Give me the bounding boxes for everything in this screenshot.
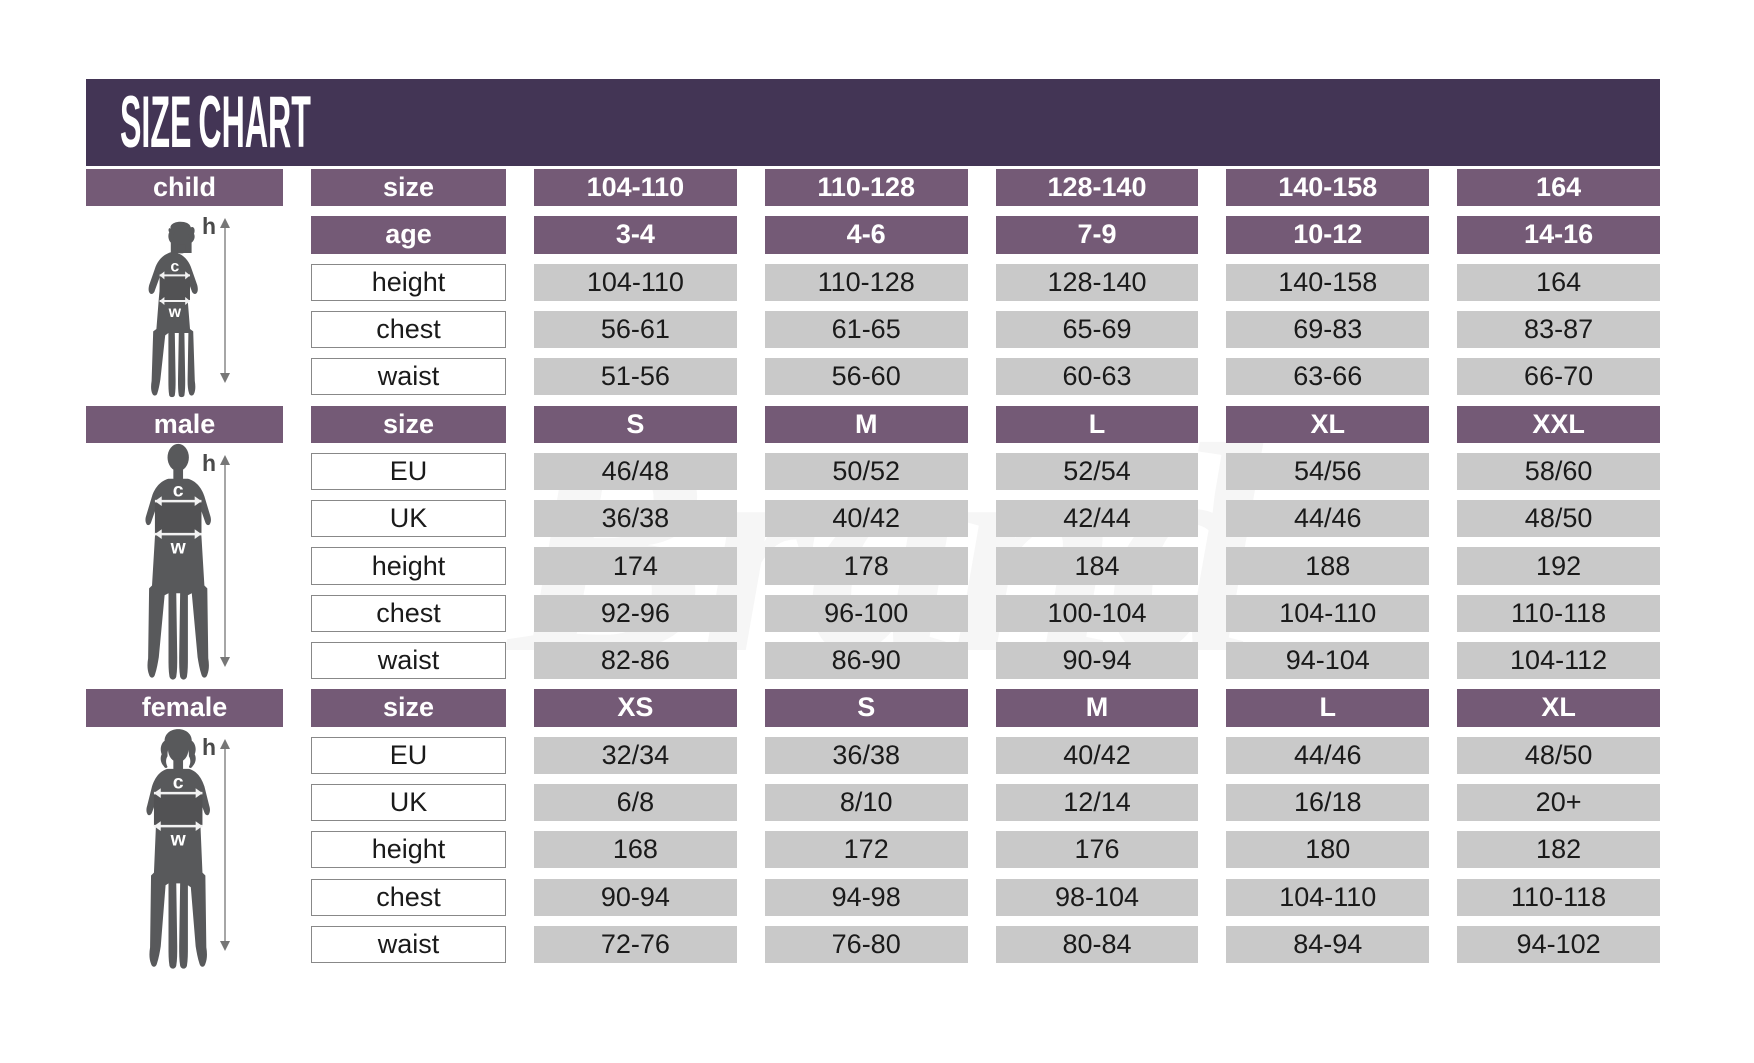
svg-text:w: w xyxy=(170,828,187,850)
svg-text:h: h xyxy=(202,734,216,760)
svg-text:w: w xyxy=(168,304,182,321)
svg-text:h: h xyxy=(202,213,216,239)
svg-text:w: w xyxy=(170,536,187,558)
svg-text:c: c xyxy=(173,771,184,793)
svg-text:h: h xyxy=(202,450,216,476)
svg-text:c: c xyxy=(173,479,184,501)
svg-text:c: c xyxy=(170,259,179,276)
